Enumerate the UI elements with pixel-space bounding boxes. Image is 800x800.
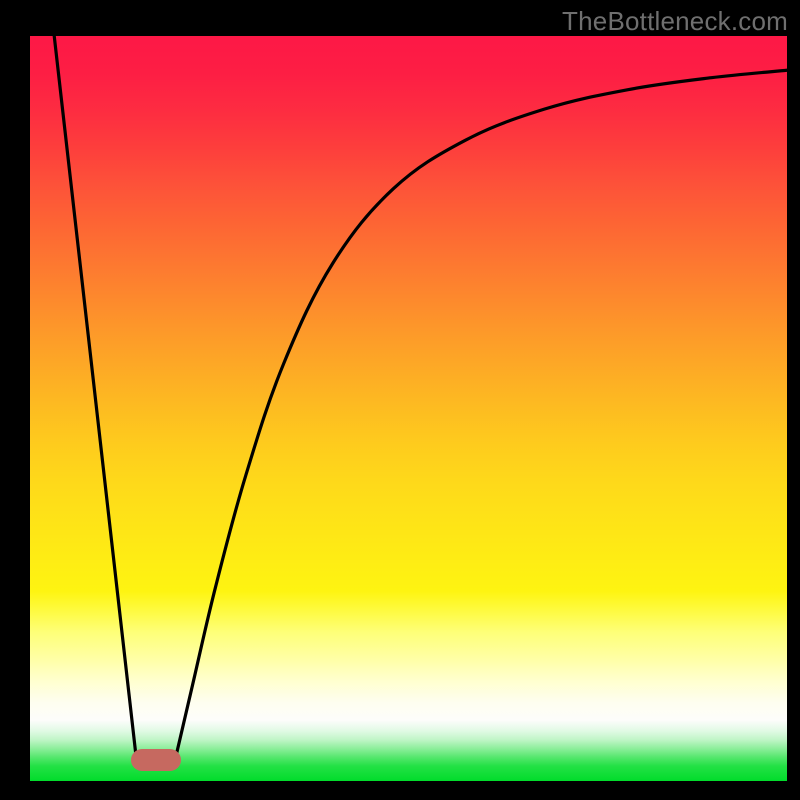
optimum-marker: [131, 749, 181, 771]
chart-container: TheBottleneck.com: [0, 0, 800, 800]
plot-area: [30, 36, 787, 781]
watermark-text: TheBottleneck.com: [562, 6, 788, 37]
bottleneck-curve: [30, 36, 787, 781]
